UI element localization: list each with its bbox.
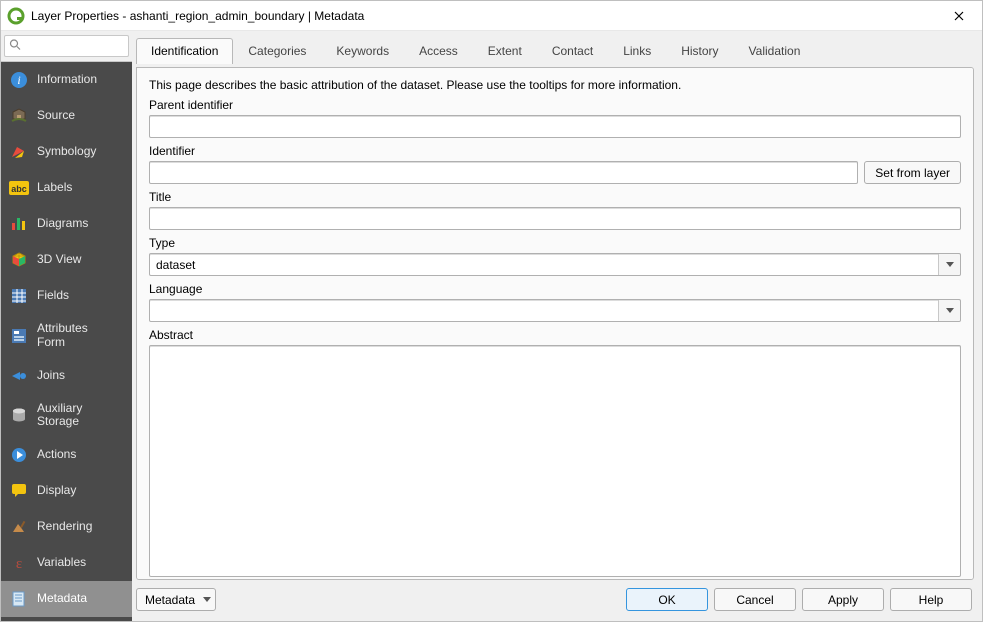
tab-access[interactable]: Access [404, 38, 473, 64]
3dview-icon [9, 250, 29, 270]
sidebar-item-metadata[interactable]: Metadata [1, 581, 132, 617]
auxiliary-storage-icon [9, 405, 29, 425]
tab-extent[interactable]: Extent [473, 38, 537, 64]
sidebar-item-information[interactable]: i Information [1, 62, 132, 98]
tab-history[interactable]: History [666, 38, 733, 64]
window-body: i Information Source Symbology [1, 31, 982, 621]
variables-icon: ε [9, 553, 29, 573]
type-combo-dropdown-button[interactable] [938, 254, 960, 275]
window-title: Layer Properties - ashanti_region_admin_… [31, 9, 936, 23]
sidebar-item-label: Fields [37, 289, 69, 303]
information-icon: i [9, 70, 29, 90]
sidebar-item-diagrams[interactable]: Diagrams [1, 206, 132, 242]
joins-icon [9, 366, 29, 386]
sidebar-item-auxiliary-storage[interactable]: Auxiliary Storage [1, 394, 132, 438]
parent-identifier-label: Parent identifier [149, 98, 961, 112]
svg-text:ε: ε [16, 556, 22, 572]
tab-links[interactable]: Links [608, 38, 666, 64]
sidebar-item-attributes-form[interactable]: Attributes Form [1, 314, 132, 358]
abstract-label: Abstract [149, 328, 961, 342]
sidebar-nav: i Information Source Symbology [1, 62, 132, 621]
ok-button[interactable]: OK [626, 588, 708, 611]
metadata-menu-button[interactable]: Metadata [136, 588, 216, 611]
bottom-bar: Metadata OK Cancel Apply Help [136, 580, 974, 613]
sidebar-item-label: Actions [37, 448, 76, 462]
sidebar-item-label: Diagrams [37, 217, 88, 231]
sidebar-item-variables[interactable]: ε Variables [1, 545, 132, 581]
chevron-down-icon [203, 597, 211, 603]
identifier-label: Identifier [149, 144, 961, 158]
source-icon [9, 106, 29, 126]
title-label: Title [149, 190, 961, 204]
sidebar-item-display[interactable]: Display [1, 473, 132, 509]
sidebar-item-label: 3D View [37, 253, 81, 267]
attributes-form-icon [9, 326, 29, 346]
sidebar-item-label: Source [37, 109, 75, 123]
layer-properties-window: Layer Properties - ashanti_region_admin_… [0, 0, 983, 622]
metadata-tabs: Identification Categories Keywords Acces… [136, 37, 974, 63]
chevron-down-icon [946, 262, 954, 268]
type-combo[interactable] [149, 253, 961, 276]
sidebar-item-label: Variables [37, 556, 86, 570]
sidebar-item-label: Symbology [37, 145, 96, 159]
apply-button[interactable]: Apply [802, 588, 884, 611]
tab-contact[interactable]: Contact [537, 38, 608, 64]
svg-text:abc: abc [11, 184, 27, 194]
language-combo-wrap [149, 299, 961, 322]
tab-identification[interactable]: Identification [136, 38, 233, 64]
sidebar-item-actions[interactable]: Actions [1, 437, 132, 473]
sidebar-item-rendering[interactable]: Rendering [1, 509, 132, 545]
abstract-textarea[interactable] [149, 345, 961, 577]
sidebar-item-label: Display [37, 484, 76, 498]
metadata-menu-label: Metadata [145, 593, 195, 607]
qgis-icon [7, 7, 25, 25]
sidebar: i Information Source Symbology [1, 31, 132, 621]
help-button[interactable]: Help [890, 588, 972, 611]
actions-icon [9, 445, 29, 465]
identification-pane: This page describes the basic attributio… [136, 67, 974, 580]
pane-description: This page describes the basic attributio… [149, 78, 961, 92]
sidebar-item-joins[interactable]: Joins [1, 358, 132, 394]
labels-icon: abc [9, 178, 29, 198]
sidebar-search-input[interactable] [4, 35, 129, 57]
titlebar: Layer Properties - ashanti_region_admin_… [1, 1, 982, 31]
sidebar-item-source[interactable]: Source [1, 98, 132, 134]
language-label: Language [149, 282, 961, 296]
parent-identifier-input[interactable] [149, 115, 961, 138]
sidebar-item-3dview[interactable]: 3D View [1, 242, 132, 278]
display-icon [9, 481, 29, 501]
main-panel: Identification Categories Keywords Acces… [132, 31, 982, 621]
sidebar-search-wrap [1, 31, 132, 62]
metadata-icon [9, 589, 29, 609]
tab-categories[interactable]: Categories [233, 38, 321, 64]
set-from-layer-button[interactable]: Set from layer [864, 161, 961, 184]
tab-validation[interactable]: Validation [734, 38, 816, 64]
rendering-icon [9, 517, 29, 537]
tab-keywords[interactable]: Keywords [321, 38, 404, 64]
sidebar-item-label: Attributes Form [37, 322, 88, 350]
chevron-down-icon [946, 308, 954, 314]
sidebar-item-labels[interactable]: abc Labels [1, 170, 132, 206]
type-combo-wrap [149, 253, 961, 276]
sidebar-item-label: Auxiliary Storage [37, 402, 82, 430]
type-label: Type [149, 236, 961, 250]
sidebar-item-label: Information [37, 73, 97, 87]
sidebar-item-symbology[interactable]: Symbology [1, 134, 132, 170]
language-combo-dropdown-button[interactable] [938, 300, 960, 321]
language-combo[interactable] [149, 299, 961, 322]
sidebar-item-fields[interactable]: Fields [1, 278, 132, 314]
sidebar-item-label: Labels [37, 181, 72, 195]
sidebar-item-label: Rendering [37, 520, 92, 534]
cancel-button[interactable]: Cancel [714, 588, 796, 611]
svg-text:i: i [17, 73, 20, 87]
diagrams-icon [9, 214, 29, 234]
title-input[interactable] [149, 207, 961, 230]
close-button[interactable] [936, 1, 982, 31]
symbology-icon [9, 142, 29, 162]
sidebar-item-label: Joins [37, 369, 65, 383]
identifier-input[interactable] [149, 161, 858, 184]
sidebar-item-dependencies[interactable]: Dependencies [1, 617, 132, 621]
fields-icon [9, 286, 29, 306]
sidebar-item-label: Metadata [37, 592, 87, 606]
